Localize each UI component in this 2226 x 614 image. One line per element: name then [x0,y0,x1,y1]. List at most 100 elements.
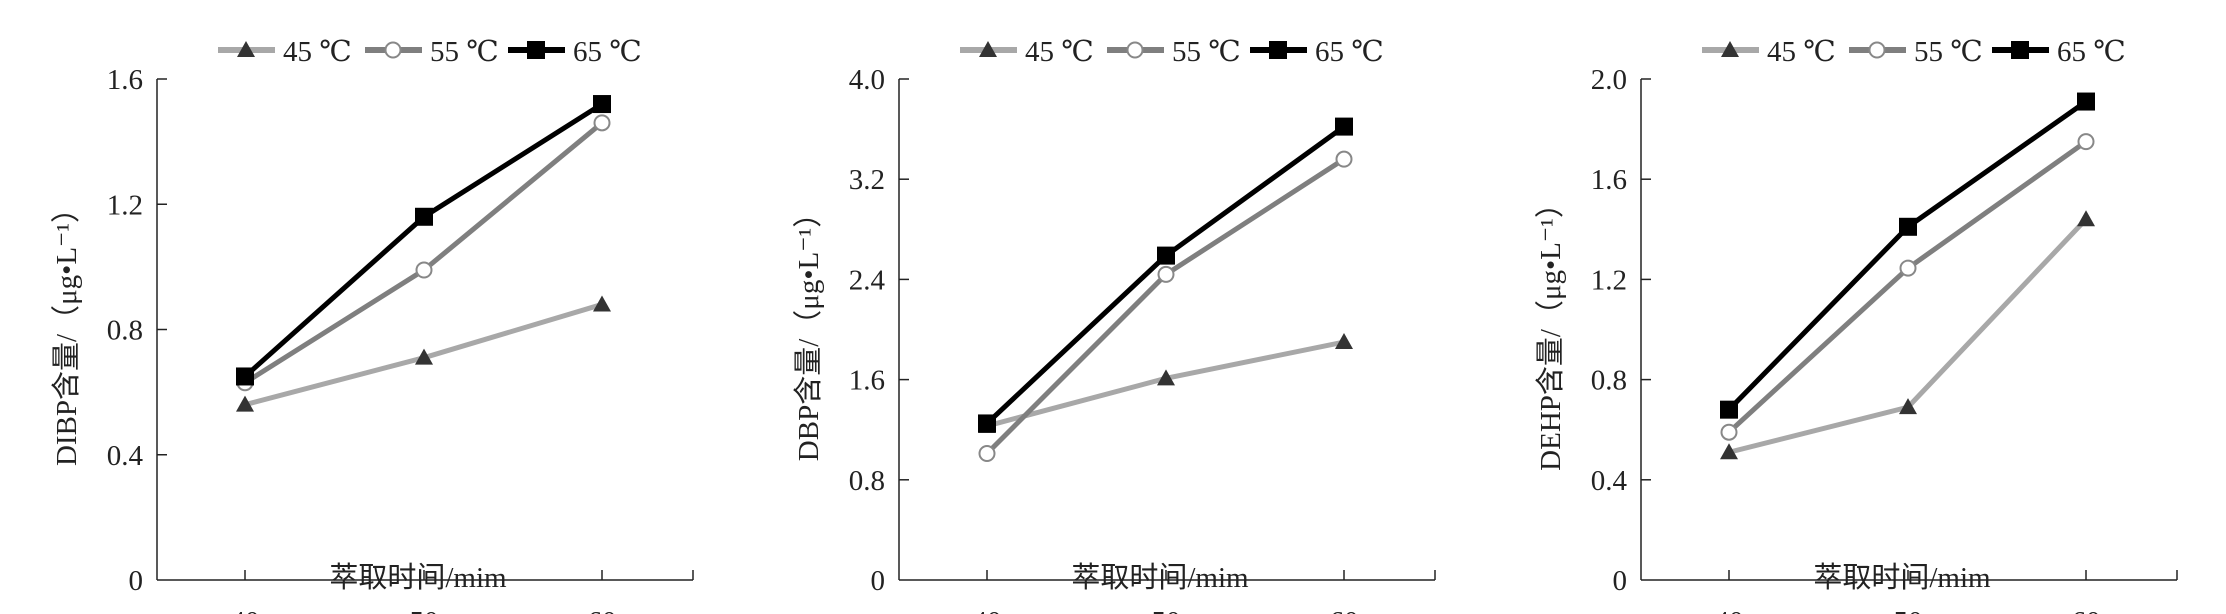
y-tick-label: 0.8 [1591,365,1627,397]
y-tick-label: 0 [1613,565,1628,597]
data-point [1157,246,1175,265]
series-line [243,120,604,385]
y-tick-label: 2.4 [849,264,886,296]
x-tick-label: 60 [1330,606,1359,614]
legend-label: 55 ℃ [1914,36,1983,68]
y-axis-label: DIBP含量/（μg•L⁻¹） [50,194,83,466]
x-axis-label: 萃取时间/mim [1813,561,1991,594]
x-tick-label: 40 [973,606,1002,614]
y-tick-label: 0.4 [1591,465,1628,497]
data-point [1720,423,1738,441]
data-point [1720,400,1738,419]
x-tick-label: 60 [2072,606,2101,614]
data-point [2077,210,2095,227]
x-tick-label: 40 [1715,606,1744,614]
series-55c [1720,133,2095,441]
data-point [593,95,611,114]
y-tick-label: 0.8 [107,315,143,347]
y-tick-label: 0 [129,565,144,597]
legend-label: 65 ℃ [573,36,642,68]
series-45c [1720,210,2095,460]
legend-marker [1126,41,1144,59]
legend-label: 65 ℃ [2057,36,2126,68]
legend-label: 55 ℃ [430,36,499,68]
y-axis-label: DBP含量/（μg•L⁻¹） [792,199,825,461]
x-tick-label: 60 [588,606,617,614]
data-point [1720,443,1738,460]
series-55c [236,114,611,392]
legend-item: 55 ℃ [1849,36,1983,68]
data-point [415,207,433,226]
data-point [1335,150,1353,168]
y-tick-label: 2.0 [1591,64,1627,96]
y-tick-label: 1.2 [107,189,143,221]
x-axis-label: 萃取时间/mim [329,561,507,594]
data-point [1335,117,1353,136]
legend-marker [979,41,997,57]
y-tick-label: 1.6 [1591,164,1627,196]
y-tick-label: 3.2 [849,164,885,196]
x-axis-label: 萃取时间/mim [1071,561,1249,594]
data-point [1899,259,1917,277]
legend-label: 55 ℃ [1172,36,1241,68]
chart-3: 0 0.4 0.8 1.2 1.6 2.0 40 50 60 萃取时间/mim DEHP含量/（μg… [1534,36,2178,614]
data-point [2077,133,2095,151]
legend-label: 45 ℃ [283,36,352,68]
legend-item: 65 ℃ [1250,36,1384,68]
legend-marker [384,41,402,59]
legend-item: 55 ℃ [365,36,499,68]
legend-item: 65 ℃ [1992,36,2126,68]
y-tick-label: 0.8 [849,465,885,497]
chart-1: 0 0.4 0.8 1.2 1.6 40 50 60 萃取时间/mim DIBP含量/（μg•L⁻… [50,36,694,614]
legend-item: 55 ℃ [1107,36,1241,68]
legend-label: 45 ℃ [1767,36,1836,68]
legend-marker [1721,41,1739,57]
legend-marker [1269,41,1287,59]
series-line [1727,139,2088,435]
x-tick-label: 40 [231,606,260,614]
data-point [1157,265,1175,283]
data-point [415,261,433,279]
series-45c [978,333,1353,433]
y-tick-label: 1.2 [1591,264,1627,296]
data-point [236,395,254,412]
series-65c [236,95,611,386]
legend-marker [2011,41,2029,59]
y-tick-label: 4.0 [849,64,885,96]
series-line [1727,99,2088,412]
data-point [1157,369,1175,386]
series-65c [1720,92,2095,419]
legend-marker [237,41,255,57]
data-point [415,348,433,365]
data-point [1335,333,1353,350]
data-point [1899,398,1917,415]
data-point [978,444,996,462]
data-point [978,414,996,433]
legend-label: 65 ℃ [1315,36,1384,68]
series-line [243,101,604,379]
legend-marker [1868,41,1886,59]
data-point [593,114,611,132]
x-tick-label: 50 [410,606,439,614]
legend-marker [527,41,545,59]
y-tick-label: 1.6 [107,64,143,96]
legend-item: 45 ℃ [1702,36,1836,68]
y-tick-label: 1.6 [849,365,885,397]
y-tick-label: 0 [871,565,886,597]
data-point [2077,92,2095,111]
data-point [593,295,611,312]
legend-item: 65 ℃ [508,36,642,68]
legend-label: 45 ℃ [1025,36,1094,68]
series-line [1728,217,2088,455]
data-point [1899,217,1917,236]
y-axis-label: DEHP含量/（μg•L⁻¹） [1534,189,1567,471]
y-tick-label: 0.4 [107,440,144,472]
x-tick-label: 50 [1152,606,1181,614]
series-45c [236,295,611,412]
series-65c [978,117,1353,433]
chart-2: 0 0.8 1.6 2.4 3.2 4.0 40 50 60 萃取时间/mim DBP含量/（μg•… [792,36,1436,614]
data-point [236,367,254,386]
series-55c [978,150,1353,462]
x-tick-label: 50 [1894,606,1923,614]
